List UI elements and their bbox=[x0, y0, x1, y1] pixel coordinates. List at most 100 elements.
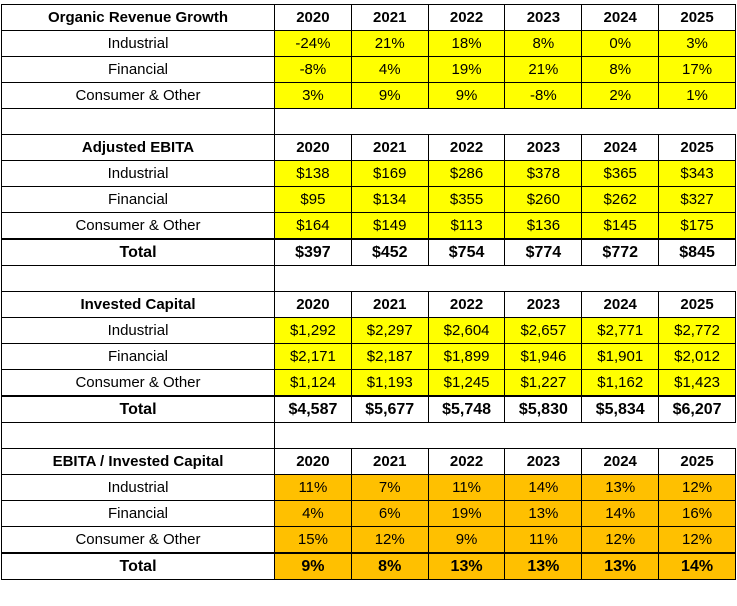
spacer-cell bbox=[428, 108, 505, 135]
value-cell: 12% bbox=[581, 526, 660, 554]
value-cell: -24% bbox=[274, 30, 352, 57]
data-row: Consumer & Other 3% 9% 9% -8% 2% 1% bbox=[1, 82, 736, 109]
year-header: 2021 bbox=[350, 4, 429, 31]
year-header: 2025 bbox=[658, 291, 736, 318]
data-row: Industrial $138 $169 $286 $378 $365 $343 bbox=[1, 160, 736, 187]
value-cell: 17% bbox=[658, 56, 736, 83]
year-header: 2022 bbox=[427, 291, 506, 318]
row-label: Consumer & Other bbox=[1, 82, 275, 109]
spacer-row bbox=[1, 422, 736, 449]
header-row: Adjusted EBITA 2020 2021 2022 2023 2024 2025 bbox=[1, 134, 736, 161]
spacer-row bbox=[1, 108, 736, 135]
value-cell: $149 bbox=[350, 212, 429, 240]
value-cell: 21% bbox=[504, 56, 583, 83]
data-row: Financial $2,171 $2,187 $1,899 $1,946 $1,901 $… bbox=[1, 343, 736, 370]
year-header: 2025 bbox=[658, 134, 736, 161]
value-cell: $1,193 bbox=[350, 369, 429, 397]
value-cell: $2,657 bbox=[504, 317, 583, 344]
value-cell: $1,227 bbox=[504, 369, 583, 397]
row-label: Financial bbox=[1, 343, 275, 370]
header-row: Organic Revenue Growth 2020 2021 2022 2023 20… bbox=[1, 4, 736, 31]
value-cell: $1,901 bbox=[581, 343, 660, 370]
total-cell: 8% bbox=[350, 552, 429, 580]
value-cell: 14% bbox=[504, 474, 583, 501]
row-label: Consumer & Other bbox=[1, 212, 275, 240]
year-header: 2020 bbox=[274, 4, 352, 31]
value-cell: $164 bbox=[274, 212, 352, 240]
value-cell: $378 bbox=[504, 160, 583, 187]
total-cell: $452 bbox=[350, 238, 429, 266]
spacer-cell bbox=[1, 108, 275, 135]
value-cell: $2,297 bbox=[350, 317, 429, 344]
spacer-cell bbox=[658, 265, 736, 292]
total-row: Total $4,587 $5,677 $5,748 $5,830 $5,834 $6,20… bbox=[1, 395, 736, 423]
data-row: Financial 4% 6% 19% 13% 14% 16% bbox=[1, 500, 736, 527]
year-header: 2023 bbox=[504, 4, 583, 31]
value-cell: 11% bbox=[274, 474, 352, 501]
total-cell: $5,748 bbox=[427, 395, 506, 423]
value-cell: 15% bbox=[274, 526, 352, 554]
year-header: 2024 bbox=[581, 448, 660, 475]
row-label: Financial bbox=[1, 186, 275, 213]
year-header: 2025 bbox=[658, 4, 736, 31]
value-cell: $1,292 bbox=[274, 317, 352, 344]
value-cell: -8% bbox=[504, 82, 583, 109]
spacer-cell bbox=[351, 422, 429, 449]
year-header: 2021 bbox=[350, 134, 429, 161]
value-cell: 7% bbox=[350, 474, 429, 501]
value-cell: 21% bbox=[350, 30, 429, 57]
value-cell: 12% bbox=[658, 474, 736, 501]
total-cell: 13% bbox=[581, 552, 660, 580]
value-cell: 16% bbox=[658, 500, 736, 527]
value-cell: $2,772 bbox=[658, 317, 736, 344]
value-cell: $2,171 bbox=[274, 343, 352, 370]
value-cell: $1,899 bbox=[427, 343, 506, 370]
total-cell: 14% bbox=[658, 552, 736, 580]
value-cell: $175 bbox=[658, 212, 736, 240]
year-header: 2021 bbox=[350, 448, 429, 475]
value-cell: $136 bbox=[504, 212, 583, 240]
row-label: Consumer & Other bbox=[1, 369, 275, 397]
total-cell: 13% bbox=[427, 552, 506, 580]
value-cell: $1,124 bbox=[274, 369, 352, 397]
data-row: Consumer & Other $164 $149 $113 $136 $145 $175 bbox=[1, 212, 736, 240]
data-row: Consumer & Other 15% 12% 9% 11% 12% 12% bbox=[1, 526, 736, 554]
value-cell: 2% bbox=[581, 82, 660, 109]
value-cell: $134 bbox=[350, 186, 429, 213]
value-cell: 9% bbox=[427, 82, 506, 109]
value-cell: $343 bbox=[658, 160, 736, 187]
value-cell: $1,245 bbox=[427, 369, 506, 397]
year-header: 2024 bbox=[581, 4, 660, 31]
value-cell: 14% bbox=[581, 500, 660, 527]
value-cell: $1,946 bbox=[504, 343, 583, 370]
value-cell: $2,771 bbox=[581, 317, 660, 344]
value-cell: $113 bbox=[427, 212, 506, 240]
total-row: Total $397 $452 $754 $774 $772 $845 bbox=[1, 238, 736, 266]
value-cell: 19% bbox=[427, 56, 506, 83]
header-row: EBITA / Invested Capital 2020 2021 2022 2023… bbox=[1, 448, 736, 475]
value-cell: $2,187 bbox=[350, 343, 429, 370]
value-cell: 1% bbox=[658, 82, 736, 109]
total-cell: $5,830 bbox=[504, 395, 583, 423]
spacer-cell bbox=[274, 108, 352, 135]
value-cell: 8% bbox=[581, 56, 660, 83]
value-cell: $327 bbox=[658, 186, 736, 213]
value-cell: $365 bbox=[581, 160, 660, 187]
spacer-cell bbox=[581, 422, 659, 449]
year-header: 2024 bbox=[581, 291, 660, 318]
value-cell: $2,604 bbox=[427, 317, 506, 344]
value-cell: 13% bbox=[581, 474, 660, 501]
total-label: Total bbox=[1, 395, 275, 423]
value-cell: 4% bbox=[350, 56, 429, 83]
spacer-cell bbox=[274, 265, 352, 292]
year-header: 2025 bbox=[658, 448, 736, 475]
spacer-cell bbox=[504, 108, 582, 135]
value-cell: 4% bbox=[274, 500, 352, 527]
spacer-cell bbox=[581, 108, 659, 135]
value-cell: $138 bbox=[274, 160, 352, 187]
spacer-cell bbox=[504, 265, 582, 292]
spacer-cell bbox=[504, 422, 582, 449]
spacer-row bbox=[1, 265, 736, 292]
value-cell: $95 bbox=[274, 186, 352, 213]
value-cell: 9% bbox=[350, 82, 429, 109]
